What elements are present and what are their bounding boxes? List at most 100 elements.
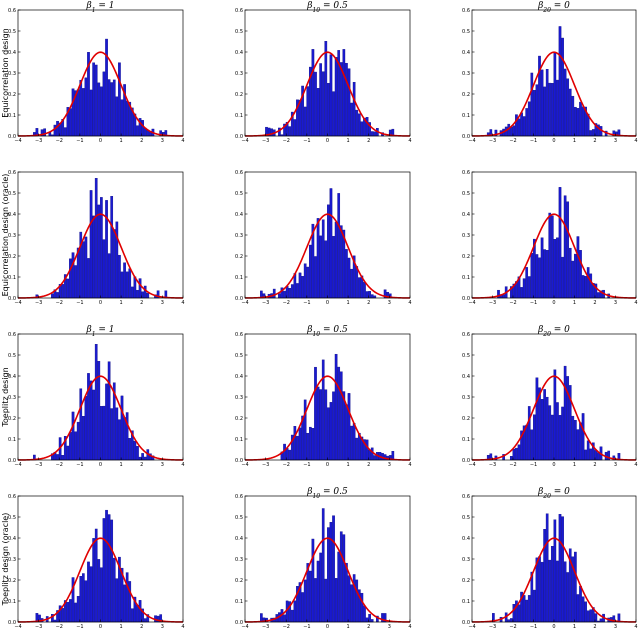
x-tick-label: −2 [283, 624, 290, 628]
x-tick-label: 3 [614, 462, 617, 468]
histogram-bar [74, 602, 77, 623]
y-tick-label: 0.3 [462, 557, 470, 563]
histogram-bar [92, 538, 95, 623]
histogram-bar [105, 509, 108, 623]
histogram-bar [130, 286, 134, 299]
histogram-bar [303, 263, 307, 299]
panel-title: β1 = 1 [85, 1, 114, 14]
histogram-bar [525, 108, 529, 137]
histogram-bar [548, 559, 552, 623]
x-tick-label: −2 [56, 300, 63, 306]
x-tick-label: −2 [509, 462, 516, 468]
histogram-bar [597, 292, 600, 299]
histogram-bar [571, 415, 575, 461]
histogram-bar [365, 617, 369, 623]
histogram-bar [525, 424, 529, 461]
y-tick-label: 0.2 [8, 254, 16, 260]
histogram-bar [581, 596, 585, 623]
x-tick-label: 2 [593, 462, 596, 468]
x-tick-label: 4 [181, 624, 184, 628]
histogram-panel-1: β10 = 0.5 −4 −3 −2 −1 0 1 2 3 4 0.0 0.1 0.2 0.3 0.4 0.5… [235, 1, 412, 144]
histogram-bar [584, 449, 587, 461]
histogram-bar [94, 64, 98, 137]
histogram-bar [324, 41, 328, 137]
histogram-bar [120, 395, 124, 461]
histogram-bar [350, 584, 353, 623]
histogram-bar [579, 422, 582, 461]
histogram-bar [110, 519, 114, 623]
histogram-bar [56, 454, 59, 461]
x-tick-label: −4 [241, 138, 248, 144]
histogram-bar [574, 551, 577, 623]
y-tick-label: 0.2 [462, 92, 470, 98]
histogram-bar [53, 124, 57, 137]
x-tick-label: 1 [347, 462, 350, 468]
x-tick-label: 1 [120, 624, 123, 628]
histogram-bar [76, 247, 80, 299]
x-tick-label: 2 [367, 138, 370, 144]
panel-title: β10 = 0.5 [306, 487, 348, 500]
histogram-bar [71, 252, 75, 299]
histogram-bar [332, 391, 335, 461]
histogram-bar [306, 86, 310, 137]
histogram-bar [92, 215, 95, 299]
histogram-bar [43, 128, 47, 137]
histogram-bar [61, 284, 65, 299]
x-tick-label: 3 [388, 624, 391, 628]
histogram-bar [81, 88, 85, 137]
histogram-bar [143, 456, 147, 461]
histogram-bar [97, 559, 101, 623]
histogram-bar [352, 81, 356, 137]
histogram-bar [337, 366, 341, 461]
histogram-bar [87, 258, 90, 299]
histogram-bar [357, 277, 361, 299]
x-tick-label: 4 [181, 138, 184, 144]
x-tick-label: −1 [530, 462, 537, 468]
histogram-bar [120, 271, 124, 299]
x-tick-label: −4 [241, 462, 248, 468]
histogram-bar [143, 618, 147, 623]
histogram-bar [530, 253, 534, 299]
histogram-panel-3: −4 −3 −2 −1 0 1 2 3 4 0.0 0.1 0.2 0.3 0.4 0.5 0.6 [8, 170, 185, 306]
y-tick-label: 0.2 [462, 578, 470, 584]
histogram-bar [298, 427, 302, 461]
x-tick-label: 3 [161, 300, 164, 306]
x-tick-label: 3 [614, 138, 617, 144]
histogram-bar [345, 404, 348, 461]
histogram-bar [118, 419, 121, 461]
x-tick-label: 1 [573, 138, 576, 144]
y-tick-label: 0.6 [8, 8, 16, 14]
histogram-bar [128, 438, 132, 461]
y-tick-label: 0.0 [8, 296, 16, 302]
row-label-1: Equicorrelation design (oracle) [1, 174, 10, 297]
x-tick-label: 4 [408, 138, 411, 144]
x-tick-label: 1 [347, 624, 350, 628]
histogram-bar [94, 528, 98, 623]
x-tick-label: −2 [283, 300, 290, 306]
y-tick-label: 0.5 [462, 191, 470, 197]
x-tick-label: −2 [509, 138, 516, 144]
histogram-bar [545, 513, 549, 623]
histogram-bar [527, 406, 531, 461]
histogram-bar [509, 456, 513, 461]
x-tick-label: −2 [56, 624, 63, 628]
y-tick-label: 0.0 [8, 134, 16, 140]
y-tick-label: 0.3 [235, 233, 243, 239]
histogram-bar [97, 204, 101, 299]
histogram-bar [543, 529, 546, 623]
histogram-bar [321, 219, 325, 299]
y-tick-label: 0.6 [235, 8, 243, 14]
histogram-bar [576, 594, 580, 623]
histogram-bar [115, 96, 119, 137]
x-tick-label: 2 [593, 300, 596, 306]
x-tick-label: 0 [99, 462, 102, 468]
y-tick-label: 0.2 [462, 254, 470, 260]
histogram-bar [71, 88, 75, 137]
histogram-bar [84, 236, 88, 299]
y-tick-label: 0.6 [235, 332, 243, 338]
normal-density-curve [472, 375, 636, 461]
histogram-bar [597, 452, 600, 461]
histogram-bar [133, 440, 137, 461]
histogram-bar [329, 188, 333, 299]
